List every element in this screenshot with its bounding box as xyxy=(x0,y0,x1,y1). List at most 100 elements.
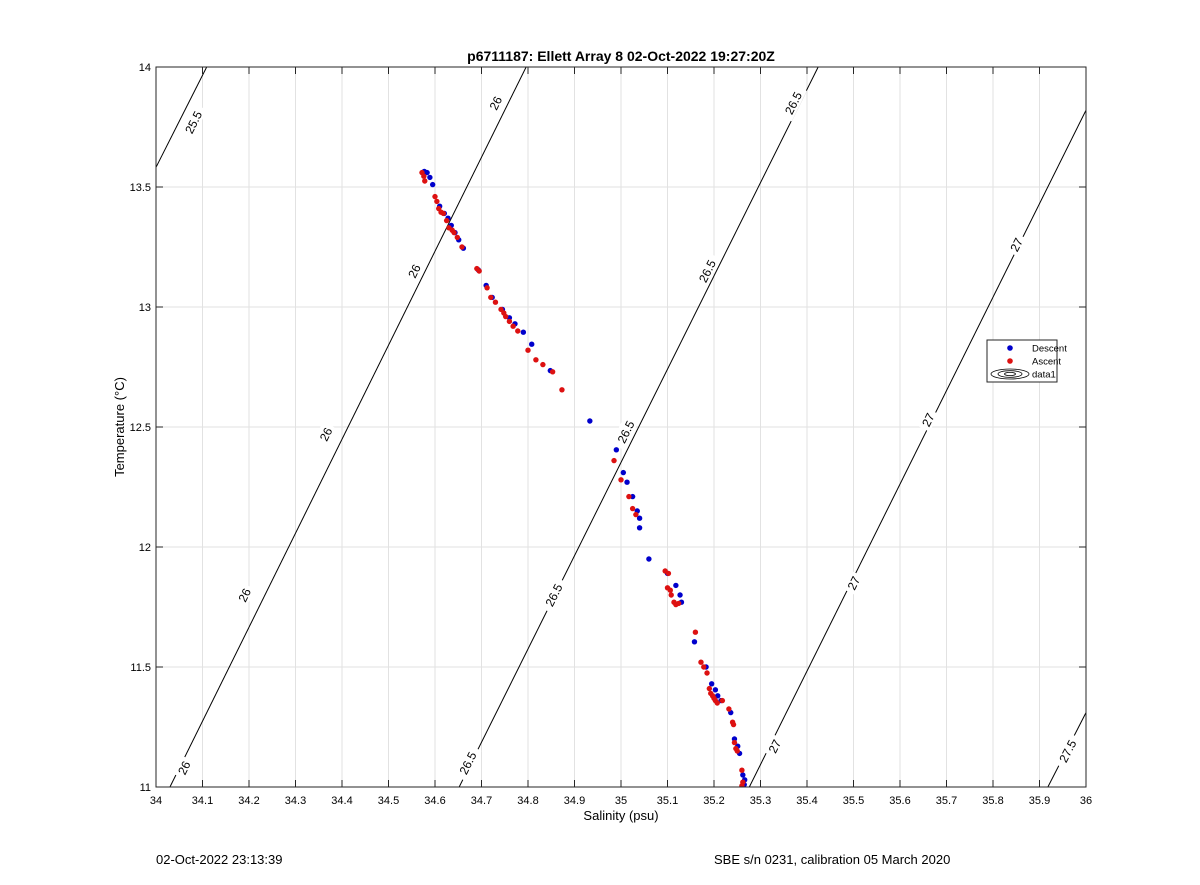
ascent-point xyxy=(692,629,699,635)
ascent-point xyxy=(719,697,726,704)
y-axis-label: Temperature (°C) xyxy=(112,377,127,477)
legend-descent-label: Descent xyxy=(1032,344,1067,355)
descent-point xyxy=(673,582,679,589)
ascent-point xyxy=(730,721,737,728)
ascent-point xyxy=(618,477,624,483)
ascent-point xyxy=(421,173,427,179)
ascent-point xyxy=(665,570,672,577)
y-tick-label: 11 xyxy=(140,782,151,794)
y-tick-label: 11.5 xyxy=(130,662,151,674)
ascent-point xyxy=(515,328,521,334)
ascent-point xyxy=(488,294,494,301)
footer-timestamp: 02-Oct-2022 23:13:39 xyxy=(156,852,283,867)
ascent-point xyxy=(559,387,565,393)
x-tick-label: 34.2 xyxy=(238,795,259,807)
ascent-point xyxy=(701,664,707,670)
ascent-point xyxy=(731,739,738,746)
svg-text:26: 26 xyxy=(236,586,255,604)
isopycnal-line-2 xyxy=(458,67,819,787)
legend-ascent-marker xyxy=(1007,358,1013,364)
isopycnal-label: 26 xyxy=(314,421,337,447)
ascent-point xyxy=(706,685,713,692)
isopycnal-label: 26 xyxy=(232,582,256,608)
ascent-point xyxy=(698,659,704,665)
ascent-point xyxy=(739,767,745,773)
svg-text:27: 27 xyxy=(919,411,938,429)
ascent-point xyxy=(668,592,674,598)
legend-contour-icon xyxy=(990,368,1030,380)
y-axis-ticks: 11 11.5 12 12.5 13 13.5 14 xyxy=(130,62,1086,794)
ascent-point xyxy=(525,347,531,353)
ascent-point xyxy=(502,313,509,320)
isopycnal-label: 27 xyxy=(762,733,786,759)
ascent-point xyxy=(492,299,499,305)
descent-point xyxy=(587,418,593,424)
ascent-point xyxy=(739,783,745,787)
x-tick-label: 36 xyxy=(1080,795,1092,807)
ascent-point xyxy=(434,198,440,205)
descent-point xyxy=(427,174,433,181)
isopycnal-line-3 xyxy=(748,109,1086,787)
svg-text:26: 26 xyxy=(317,425,336,443)
descent-point xyxy=(740,772,746,778)
ascent-point xyxy=(506,318,513,325)
legend-ascent-label: Ascent xyxy=(1032,357,1061,368)
y-tick-label: 13 xyxy=(139,302,151,314)
x-tick-label: 35 xyxy=(615,795,627,807)
ascent-point xyxy=(626,493,632,500)
ascent-point xyxy=(633,511,639,518)
isopycnal-label: 27 xyxy=(841,570,865,596)
x-tick-label: 35.3 xyxy=(750,795,771,807)
ascent-point xyxy=(533,357,539,363)
x-tick-label: 34.8 xyxy=(517,795,538,807)
ascent-point xyxy=(484,285,490,291)
x-tick-label: 34.5 xyxy=(378,795,399,807)
x-tick-label: 35.1 xyxy=(657,795,678,807)
x-tick-label: 35.8 xyxy=(982,795,1003,807)
y-tick-label: 12.5 xyxy=(130,422,151,434)
descent-point xyxy=(636,525,643,531)
chart-title: p6711187: Ellett Array 8 02-Oct-2022 19:… xyxy=(467,48,775,64)
svg-text:27: 27 xyxy=(766,737,785,755)
isopycnal-label: 26 xyxy=(402,258,425,284)
ascent-point xyxy=(459,244,465,250)
svg-text:26: 26 xyxy=(487,94,506,112)
y-tick-label: 12 xyxy=(139,542,151,554)
x-tick-label: 34 xyxy=(150,795,162,807)
ascent-point xyxy=(726,706,732,712)
ascent-point xyxy=(714,700,720,706)
descent-point xyxy=(629,493,636,500)
x-axis-label: Salinity (psu) xyxy=(583,808,658,823)
isopycnal-label: 26 xyxy=(172,755,195,780)
svg-text:26: 26 xyxy=(405,262,424,280)
legend-descent-marker xyxy=(1007,345,1013,351)
x-tick-label: 34.3 xyxy=(285,795,306,807)
ascent-point xyxy=(675,600,682,607)
descent-point xyxy=(613,447,620,453)
ascent-point xyxy=(432,193,438,200)
x-tick-label: 35.6 xyxy=(889,795,910,807)
data-points xyxy=(419,168,748,787)
isopycnal-line-0 xyxy=(156,67,208,168)
legend: Descent Ascent data1 xyxy=(986,339,1067,383)
ascent-point xyxy=(451,229,457,236)
descent-point xyxy=(636,515,643,521)
descent-point xyxy=(677,592,683,598)
x-tick-label: 34.1 xyxy=(192,795,213,807)
footer-calibration: SBE s/n 0231, calibration 05 March 2020 xyxy=(714,852,951,867)
ascent-point xyxy=(443,217,450,224)
x-tick-label: 34.4 xyxy=(331,795,352,807)
descent-point xyxy=(624,479,630,485)
legend-data1-label: data1 xyxy=(1032,370,1056,381)
descent-point xyxy=(708,681,715,687)
isopycnal-lines xyxy=(156,67,1086,787)
ascent-point xyxy=(510,323,516,329)
descent-point xyxy=(529,341,535,347)
isopycnal-label: 27 xyxy=(1004,232,1027,257)
ascent-point xyxy=(540,361,546,368)
x-tick-label: 35.9 xyxy=(1029,795,1050,807)
isopycnal-label: 27 xyxy=(916,407,939,432)
ascent-point xyxy=(454,234,461,241)
descent-point xyxy=(691,639,698,645)
y-tick-label: 13.5 xyxy=(130,182,151,194)
